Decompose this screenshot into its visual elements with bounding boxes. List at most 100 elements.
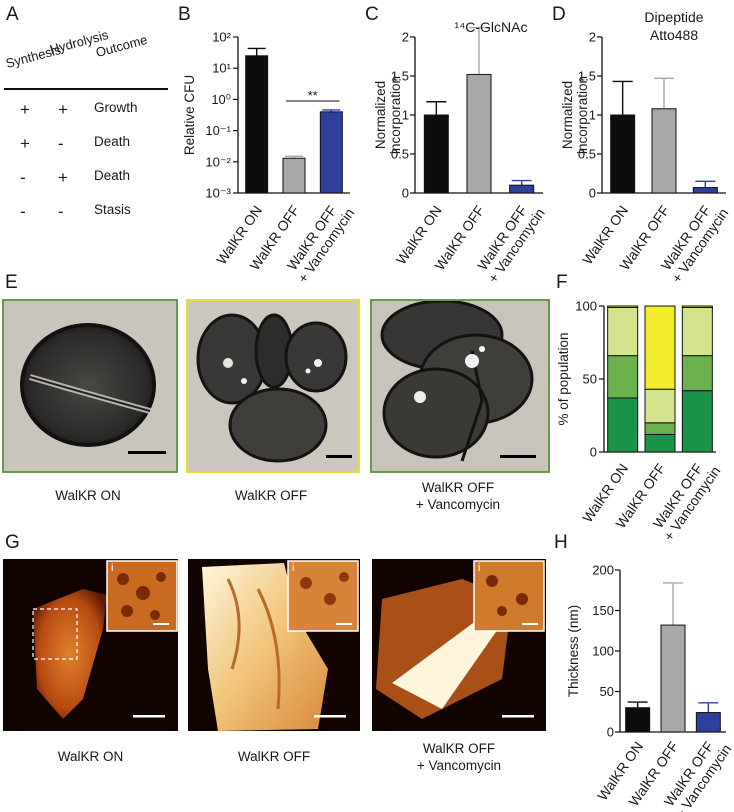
stacked-bar-segment <box>607 305 639 308</box>
caption-line-2: + Vancomycin <box>416 758 502 773</box>
chart-title: Dipeptide <box>644 9 703 25</box>
bar <box>245 55 269 194</box>
cell-synthesis: - <box>20 168 26 187</box>
cell-synthesis: + <box>20 134 30 153</box>
y-axis-label: Relative CFU <box>182 75 197 155</box>
y-tick-label: 0.5 <box>391 147 409 162</box>
caption-line-1: WalKR OFF <box>421 480 495 495</box>
cell-hydrolysis: + <box>58 168 68 187</box>
y-tick-label: 0 <box>402 186 409 201</box>
panel-label-f: F <box>556 272 568 293</box>
chart-title: Atto488 <box>650 27 698 43</box>
afm-image-walkr-off-vancomycin <box>372 559 546 731</box>
bar <box>509 184 535 194</box>
y-axis-label: Normalized incorporation <box>373 76 403 154</box>
y-tick-label: 50 <box>583 372 597 387</box>
tem-image-walkr-on <box>2 299 178 473</box>
panel-label-h: H <box>554 532 568 553</box>
bar <box>423 114 449 194</box>
y-axis-label-text: incorporation <box>575 76 590 154</box>
stacked-bar-segment <box>681 355 713 392</box>
y-axis-label: Thickness (nm) <box>566 605 581 697</box>
y-tick-label: 100 <box>575 299 597 314</box>
y-tick-label: 1.5 <box>391 69 409 84</box>
y-tick-label: 10⁰ <box>211 92 231 107</box>
table-divider <box>4 88 168 90</box>
stacked-bar-segment <box>607 397 639 453</box>
bar <box>660 624 686 733</box>
cell-hydrolysis: + <box>58 100 68 119</box>
stacked-bar-segment <box>681 306 713 357</box>
panel-label-a: A <box>6 4 19 25</box>
tem-image-walkr-off-vancomycin <box>370 299 550 473</box>
y-tick-label: 1 <box>402 108 409 123</box>
caption-e-walkr-off: WalKR OFF <box>234 488 308 503</box>
panel-label-c: C <box>365 4 379 25</box>
inset-label-g1: i <box>111 562 114 574</box>
panel-label-d: D <box>552 4 566 25</box>
bar <box>695 712 721 733</box>
bar <box>319 111 343 194</box>
cell-hydrolysis: - <box>58 202 64 221</box>
stacked-bar-segment <box>644 305 676 390</box>
table-a: Synthesis Hydrolysis Outcome + + Growth + - D… <box>0 0 175 240</box>
caption-e-walkr-off-vanco: WalKR OFF + Vancomycin <box>370 479 546 513</box>
y-tick-label: 0 <box>589 186 596 201</box>
cell-outcome: Death <box>94 168 131 183</box>
cell-outcome: Death <box>94 134 131 149</box>
y-tick-label: 10⁻¹ <box>205 123 231 138</box>
afm-image-walkr-off <box>188 559 360 731</box>
y-axis-label-text: incorporation <box>388 76 403 154</box>
panel-label-b: B <box>178 4 191 25</box>
y-tick-label: 50 <box>600 684 614 699</box>
y-tick-label: 2 <box>402 30 409 45</box>
caption-line-2: + Vancomycin <box>415 497 501 512</box>
y-axis-label-text: % of population <box>556 332 571 425</box>
y-tick-label: 0 <box>590 445 597 460</box>
bar <box>625 707 651 733</box>
stacked-bar-segment <box>607 306 639 357</box>
bar <box>282 157 306 194</box>
y-axis-label-text: Normalized <box>373 81 388 149</box>
y-axis-label: % of population <box>556 332 571 425</box>
significance-label: ** <box>308 88 318 103</box>
table-row: - + Death <box>0 168 170 188</box>
caption-line-1: WalKR OFF <box>422 741 496 756</box>
cell-hydrolysis: - <box>58 134 64 153</box>
bar <box>692 187 718 194</box>
tem-image-walkr-off <box>186 299 360 473</box>
bar <box>610 114 636 194</box>
y-tick-label: 10² <box>212 30 231 45</box>
caption-e-walkr-on: WalKR ON <box>55 488 121 503</box>
table-row: - - Stasis <box>0 202 170 222</box>
panel-label-e: E <box>5 272 18 293</box>
y-tick-label: 100 <box>592 644 614 659</box>
inset-label-g3: i <box>478 562 481 574</box>
y-tick-label: 0.5 <box>578 147 596 162</box>
y-tick-label: 0 <box>607 725 614 740</box>
stacked-bar-segment <box>644 422 676 435</box>
afm-image-walkr-on <box>3 559 178 731</box>
table-row: + - Death <box>0 134 170 154</box>
y-tick-label: 150 <box>592 603 614 618</box>
y-tick-label: 10⁻³ <box>205 186 231 201</box>
y-axis-label-text: Thickness (nm) <box>566 605 581 697</box>
bar <box>466 73 492 194</box>
y-tick-label: 10¹ <box>212 61 231 76</box>
stacked-bar-segment <box>681 390 713 453</box>
bar <box>651 108 677 194</box>
stacked-bar-segment <box>607 355 639 399</box>
caption-g-walkr-on: WalKR ON <box>57 749 124 764</box>
table-row: + + Growth <box>0 100 170 120</box>
panel-label-g: G <box>5 532 20 553</box>
cell-synthesis: - <box>20 202 26 221</box>
y-axis-label-text: Relative CFU <box>182 75 197 155</box>
cell-synthesis: + <box>20 100 30 119</box>
cell-outcome: Growth <box>94 100 138 115</box>
stacked-bar-segment <box>644 433 676 453</box>
cell-outcome: Stasis <box>94 202 131 217</box>
